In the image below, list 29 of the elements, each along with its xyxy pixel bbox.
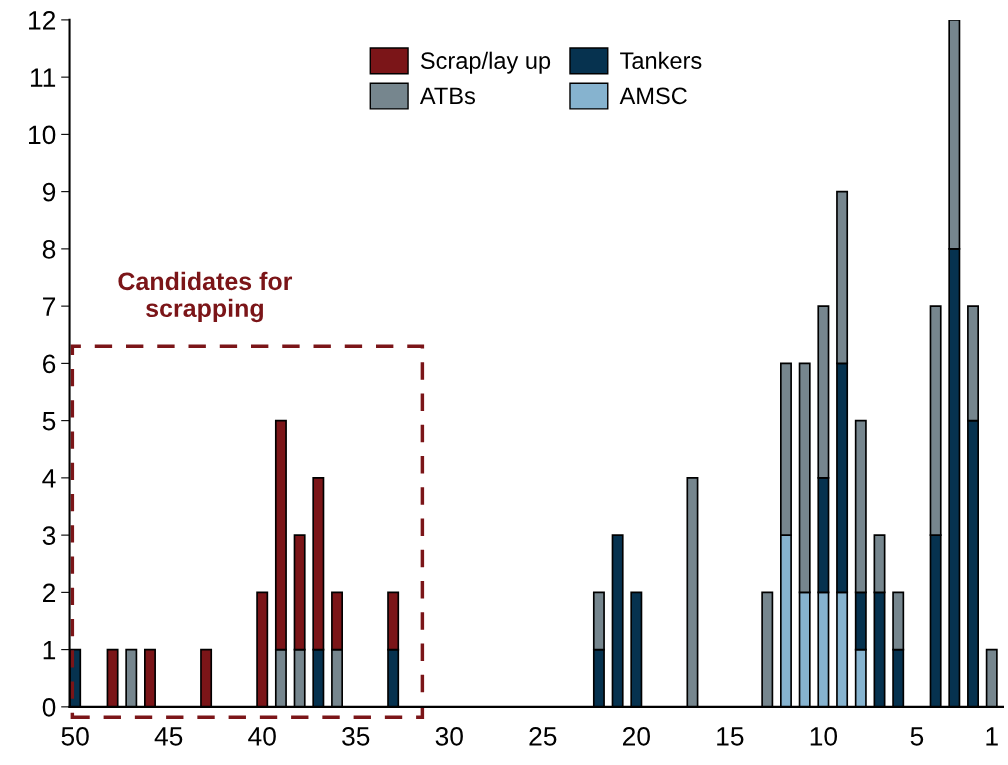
x-tick-label: 1 — [986, 727, 998, 746]
x-tick-label: 10 — [810, 727, 838, 746]
y-tick-label: 9 — [42, 182, 56, 202]
legend-label: Scrap/lay up — [420, 51, 551, 74]
y-tick-label: 7 — [43, 297, 56, 316]
x-tick-label: 15 — [717, 727, 744, 746]
legend-label: AMSC — [619, 87, 687, 105]
x-tick-label: 45 — [154, 727, 183, 746]
x-tick-label: 5 — [910, 727, 924, 746]
y-tick-label: 10 — [29, 125, 56, 145]
legend-label: ATBs — [419, 87, 475, 105]
x-tick-label: 20 — [622, 727, 650, 746]
y-tick-label: 1 — [43, 641, 56, 660]
x-tick-label: 30 — [435, 727, 463, 746]
x-tick-label: 40 — [248, 727, 276, 746]
y-tick-label: 12 — [29, 11, 56, 30]
y-tick-label: 0 — [42, 697, 56, 717]
x-tick-label: 35 — [342, 727, 370, 746]
annotation: Candidates for scrapping — [118, 271, 293, 323]
x-tick-label: 50 — [61, 727, 89, 746]
y-tick-label: 5 — [42, 412, 56, 431]
legend-label: Tankers — [620, 51, 702, 70]
y-tick-label: 4 — [42, 469, 56, 488]
y-tick-label: 3 — [42, 526, 56, 545]
y-tick-label: 6 — [43, 354, 56, 374]
x-tick-label: 25 — [529, 727, 557, 746]
y-tick-label: 11 — [30, 68, 56, 87]
y-tick-label: 2 — [43, 583, 56, 602]
y-tick-label: 8 — [42, 240, 56, 259]
